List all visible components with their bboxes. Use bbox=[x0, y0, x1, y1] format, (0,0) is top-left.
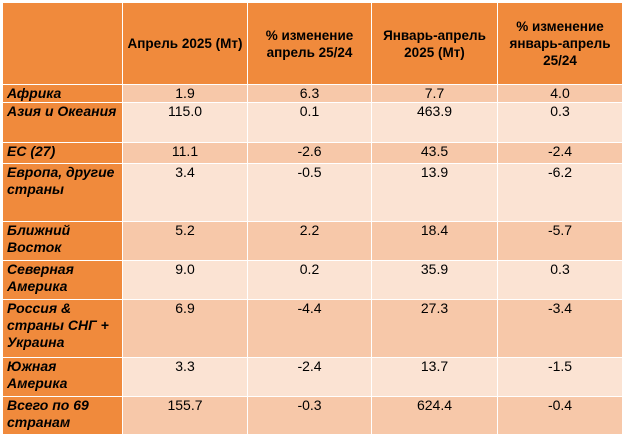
april-2025-value: 6.9 bbox=[122, 299, 248, 358]
region-label: Европа, другие страны bbox=[2, 163, 123, 222]
header-jan-apr-change: % изменение январь-апрель 25/24 bbox=[497, 2, 623, 85]
header-april-2025: Апрель 2025 (Мт) bbox=[122, 2, 248, 85]
region-label: Россия & страны СНГ + Украина bbox=[2, 299, 123, 358]
jan-apr-change-value: -5.7 bbox=[497, 221, 623, 261]
april-change-value: -2.6 bbox=[247, 142, 372, 164]
region-label: Азия и Океания bbox=[2, 102, 123, 143]
april-change-value: -2.4 bbox=[247, 357, 372, 397]
april-2025-value: 3.4 bbox=[122, 163, 248, 222]
april-change-value: 2.2 bbox=[247, 221, 372, 261]
jan-apr-2025-value: 43.5 bbox=[371, 142, 498, 164]
jan-apr-change-value: 4.0 bbox=[497, 84, 623, 103]
april-2025-value: 3.3 bbox=[122, 357, 248, 397]
jan-apr-2025-value: 27.3 bbox=[371, 299, 498, 358]
april-2025-value: 115.0 bbox=[122, 102, 248, 143]
jan-apr-change-value: 0.3 bbox=[497, 260, 623, 300]
header-jan-apr-2025: Январь-апрель 2025 (Мт) bbox=[371, 2, 498, 85]
jan-apr-change-value: -1.5 bbox=[497, 357, 623, 397]
jan-apr-change-value: 0.3 bbox=[497, 102, 623, 143]
april-2025-value: 155.7 bbox=[122, 396, 248, 435]
table-row-total: Всего по 69 странам 155.7 -0.3 624.4 -0.… bbox=[2, 396, 623, 435]
region-label: Северная Америка bbox=[2, 260, 123, 300]
table-row: Южная Америка 3.3 -2.4 13.7 -1.5 bbox=[2, 357, 623, 397]
april-2025-value: 5.2 bbox=[122, 221, 248, 261]
april-change-value: -4.4 bbox=[247, 299, 372, 358]
table-row: Африка 1.9 6.3 7.7 4.0 bbox=[2, 84, 623, 103]
april-change-value: -0.3 bbox=[247, 396, 372, 435]
jan-apr-2025-value: 624.4 bbox=[371, 396, 498, 435]
header-april-change: % изменение апрель 25/24 bbox=[247, 2, 372, 85]
table-row: Ближний Восток 5.2 2.2 18.4 -5.7 bbox=[2, 221, 623, 261]
april-2025-value: 11.1 bbox=[122, 142, 248, 164]
table-row: Северная Америка 9.0 0.2 35.9 0.3 bbox=[2, 260, 623, 300]
table-row: Азия и Океания 115.0 0.1 463.9 0.3 bbox=[2, 102, 623, 143]
jan-apr-2025-value: 463.9 bbox=[371, 102, 498, 143]
jan-apr-change-value: -6.2 bbox=[497, 163, 623, 222]
header-region bbox=[2, 2, 123, 85]
region-label: Ближний Восток bbox=[2, 221, 123, 261]
header-row: Апрель 2025 (Мт) % изменение апрель 25/2… bbox=[2, 2, 623, 85]
region-label: ЕС (27) bbox=[2, 142, 123, 164]
table-row: Россия & страны СНГ + Украина 6.9 -4.4 2… bbox=[2, 299, 623, 358]
april-2025-value: 9.0 bbox=[122, 260, 248, 300]
april-change-value: 6.3 bbox=[247, 84, 372, 103]
region-label: Африка bbox=[2, 84, 123, 103]
jan-apr-2025-value: 18.4 bbox=[371, 221, 498, 261]
jan-apr-change-value: -3.4 bbox=[497, 299, 623, 358]
april-change-value: 0.1 bbox=[247, 102, 372, 143]
jan-apr-2025-value: 7.7 bbox=[371, 84, 498, 103]
april-change-value: -0.5 bbox=[247, 163, 372, 222]
jan-apr-2025-value: 13.9 bbox=[371, 163, 498, 222]
jan-apr-change-value: -0.4 bbox=[497, 396, 623, 435]
table-row: Европа, другие страны 3.4 -0.5 13.9 -6.2 bbox=[2, 163, 623, 222]
region-label: Южная Америка bbox=[2, 357, 123, 397]
jan-apr-2025-value: 13.7 bbox=[371, 357, 498, 397]
steel-production-table: Апрель 2025 (Мт) % изменение апрель 25/2… bbox=[2, 2, 623, 435]
jan-apr-2025-value: 35.9 bbox=[371, 260, 498, 300]
region-label: Всего по 69 странам bbox=[2, 396, 123, 435]
april-change-value: 0.2 bbox=[247, 260, 372, 300]
jan-apr-change-value: -2.4 bbox=[497, 142, 623, 164]
table-row: ЕС (27) 11.1 -2.6 43.5 -2.4 bbox=[2, 142, 623, 164]
april-2025-value: 1.9 bbox=[122, 84, 248, 103]
